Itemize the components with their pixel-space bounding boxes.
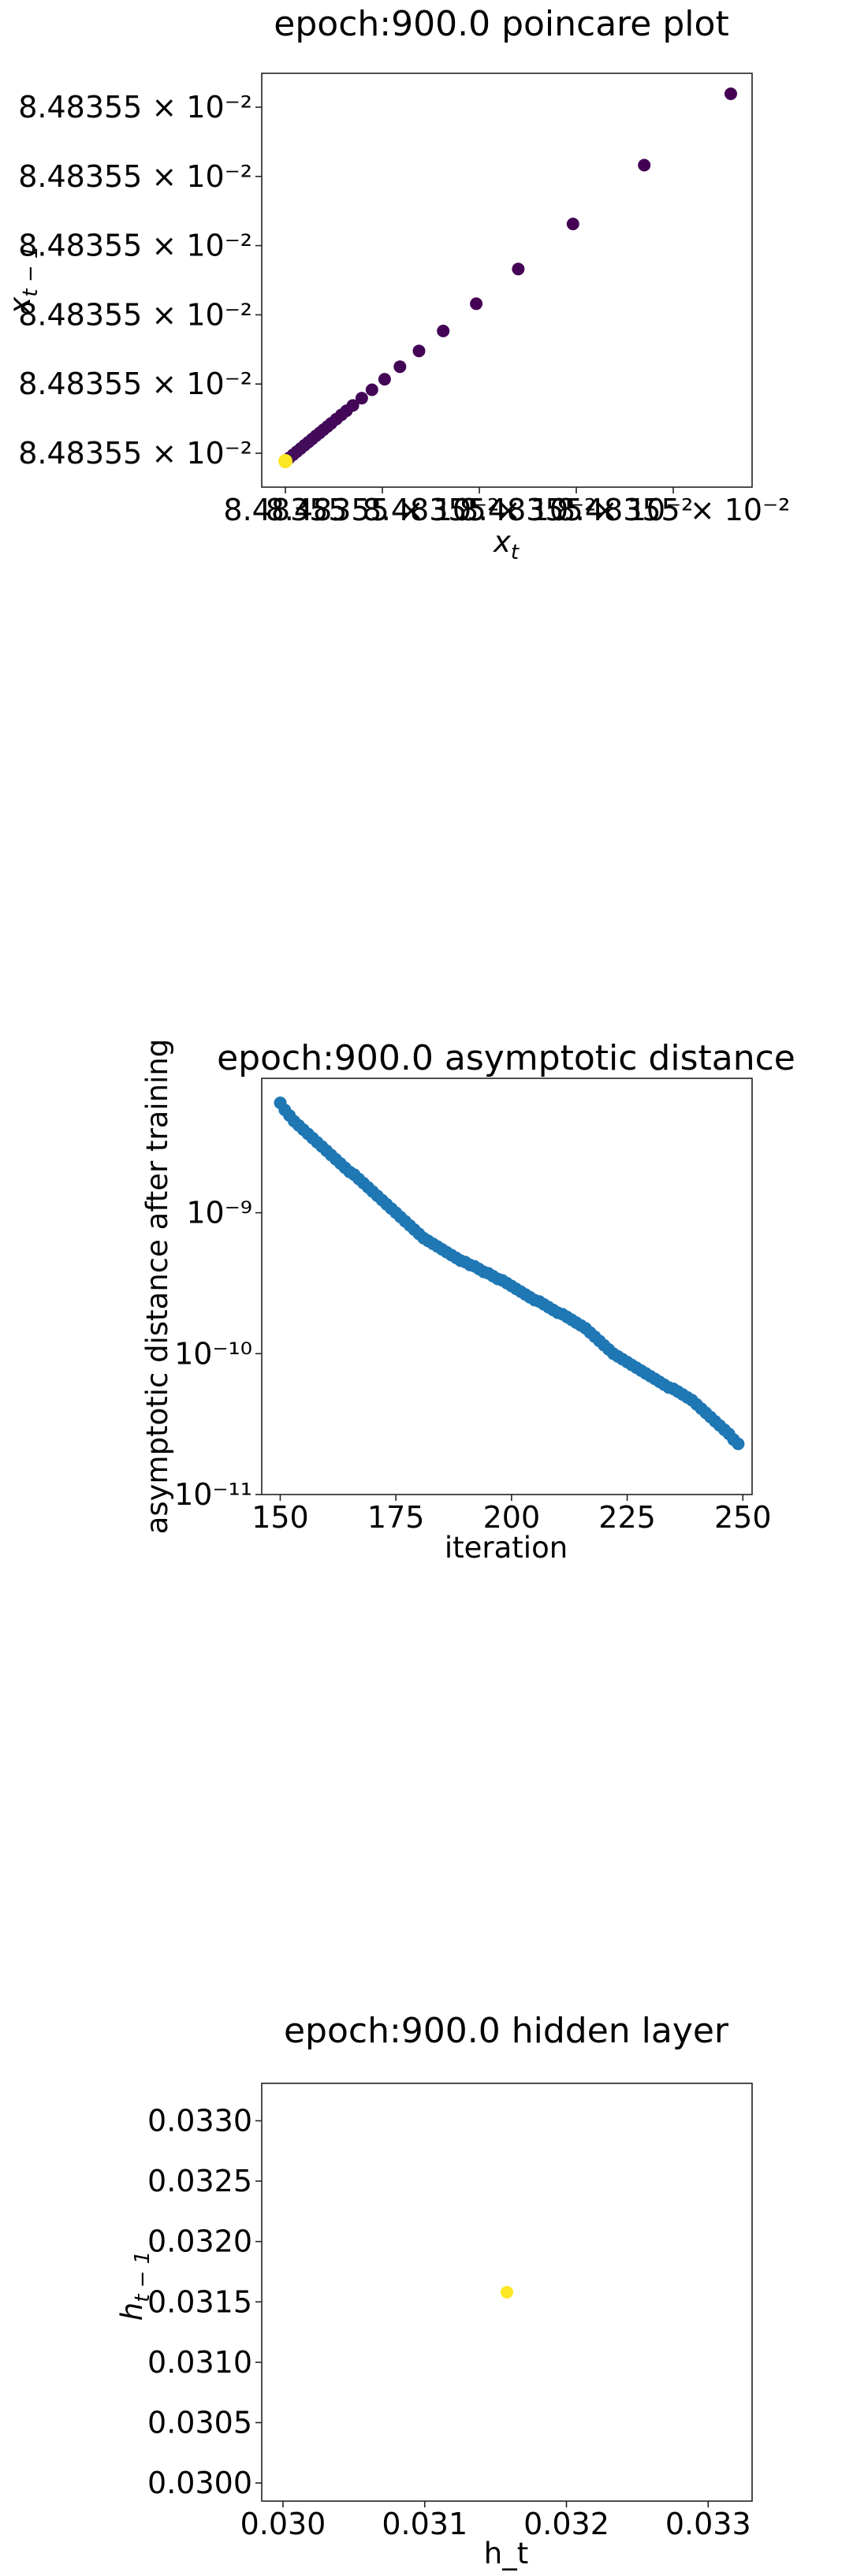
poincare-y-tick-label: 8.48355 × 10⁻² bbox=[18, 297, 252, 332]
hidden-layer-y-tick-label: 0.0320 bbox=[147, 2224, 252, 2259]
poincare-x-tick-label: 8.48355 × 10⁻² bbox=[363, 493, 597, 527]
poincare-point bbox=[470, 297, 483, 311]
poincare-point bbox=[566, 218, 579, 231]
poincare-point bbox=[724, 87, 737, 100]
poincare-y-tick-label: 8.48355 × 10⁻² bbox=[18, 229, 252, 263]
poincare-chart: epoch:900.0 poincare plot 8.48355 × 10⁻²… bbox=[3, 4, 790, 564]
poincare-point bbox=[365, 383, 378, 396]
asymptotic-x-tick-label: 200 bbox=[483, 1500, 541, 1535]
hidden-layer-point bbox=[501, 2286, 513, 2299]
hidden-layer-y-label: ht − 1 bbox=[115, 2251, 155, 2321]
hidden-layer-x-label: h_t bbox=[484, 2537, 528, 2570]
asymptotic-y-tick-label: 10⁻¹¹ bbox=[174, 1477, 252, 1512]
hidden-layer-x-tick-label: 0.033 bbox=[665, 2507, 751, 2541]
hidden-layer-y-tick-label: 0.0300 bbox=[147, 2466, 252, 2500]
poincare-point bbox=[512, 262, 525, 276]
hidden-layer-y-tick-label: 0.0315 bbox=[147, 2284, 252, 2319]
poincare-point bbox=[412, 344, 426, 358]
asymptotic-x-tick-label: 250 bbox=[714, 1500, 772, 1535]
hidden-layer-plot-area bbox=[261, 2083, 753, 2502]
hidden-layer-x-tick-label: 0.032 bbox=[523, 2507, 609, 2541]
poincare-point-final bbox=[278, 454, 292, 468]
asymptotic-y-tick-label: 10⁻¹⁰ bbox=[174, 1336, 252, 1371]
hidden-layer-x-tick-label: 0.030 bbox=[240, 2507, 326, 2541]
asymptotic-point bbox=[732, 1437, 745, 1450]
hidden-layer-x-tick-label: 0.031 bbox=[382, 2507, 467, 2541]
hidden-layer-x-axis: 0.030 0.031 0.032 0.033 bbox=[240, 2501, 751, 2541]
poincare-plot-area bbox=[261, 73, 753, 488]
hidden-layer-points bbox=[501, 2286, 513, 2299]
hidden-layer-y-axis: 0.0300 0.0305 0.0310 0.0315 0.0320 0.0325 0.03… bbox=[147, 2103, 262, 2500]
asymptotic-chart: epoch:900.0 asymptotic distance 10⁻¹¹10⁻… bbox=[140, 1038, 795, 1565]
asymptotic-points bbox=[274, 1096, 745, 1450]
poincare-y-label: xt − 1 bbox=[3, 246, 43, 315]
poincare-y-axis: 8.48355 × 10⁻² 8.48355 × 10⁻² 8.48355 × 10… bbox=[18, 90, 262, 471]
asymptotic-x-tick-label: 225 bbox=[598, 1500, 656, 1535]
asymptotic-y-tick-label: 10⁻⁹ bbox=[186, 1196, 252, 1230]
poincare-x-label: xt bbox=[493, 525, 520, 564]
poincare-y-tick-label: 8.48355 × 10⁻² bbox=[18, 367, 252, 401]
poincare-points bbox=[278, 87, 737, 468]
poincare-x-tick-label: 8.48355 bbox=[223, 493, 347, 527]
poincare-x-tick-label: 8.48355 × 10⁻² bbox=[557, 493, 791, 527]
asymptotic-title: epoch:900.0 asymptotic distance bbox=[217, 1038, 795, 1078]
asymptotic-x-tick-label: 150 bbox=[251, 1500, 309, 1535]
hidden-layer-y-tick-label: 0.0310 bbox=[147, 2345, 252, 2380]
poincare-point bbox=[393, 360, 407, 374]
asymptotic-x-axis: 150 175 200 225 250 bbox=[251, 1495, 772, 1535]
poincare-point bbox=[638, 158, 651, 172]
asymptotic-y-axis: 10⁻¹¹ 10⁻¹⁰ 10⁻⁹ bbox=[174, 1196, 262, 1512]
poincare-y-tick-label: 8.48355 × 10⁻² bbox=[18, 90, 252, 125]
poincare-point bbox=[378, 373, 391, 386]
hidden-layer-y-tick-label: 0.0330 bbox=[147, 2103, 252, 2138]
hidden-layer-y-tick-label: 0.0305 bbox=[147, 2405, 252, 2440]
poincare-point bbox=[346, 399, 359, 412]
poincare-x-tick-label: 8.48355 × 10⁻² bbox=[460, 493, 694, 527]
poincare-title: epoch:900.0 poincare plot bbox=[274, 4, 728, 44]
poincare-point bbox=[355, 392, 368, 405]
poincare-y-tick-label: 8.48355 × 10⁻² bbox=[18, 159, 252, 194]
hidden-layer-title: epoch:900.0 hidden layer bbox=[284, 2011, 729, 2051]
asymptotic-x-label: iteration bbox=[445, 1531, 568, 1565]
asymptotic-plot-area bbox=[261, 1078, 753, 1495]
asymptotic-y-label: asymptotic distance after training bbox=[140, 1039, 174, 1535]
hidden-layer-chart: epoch:900.0 hidden layer 0.03000.03050.0… bbox=[115, 2011, 753, 2570]
hidden-layer-y-tick-label: 0.0325 bbox=[147, 2164, 252, 2198]
poincare-x-tick-label: 8.48355 × 10⁻² bbox=[266, 493, 500, 527]
poincare-y-tick-label: 8.48355 × 10⁻² bbox=[18, 436, 252, 471]
asymptotic-x-tick-label: 175 bbox=[367, 1500, 425, 1535]
poincare-point bbox=[437, 324, 450, 337]
